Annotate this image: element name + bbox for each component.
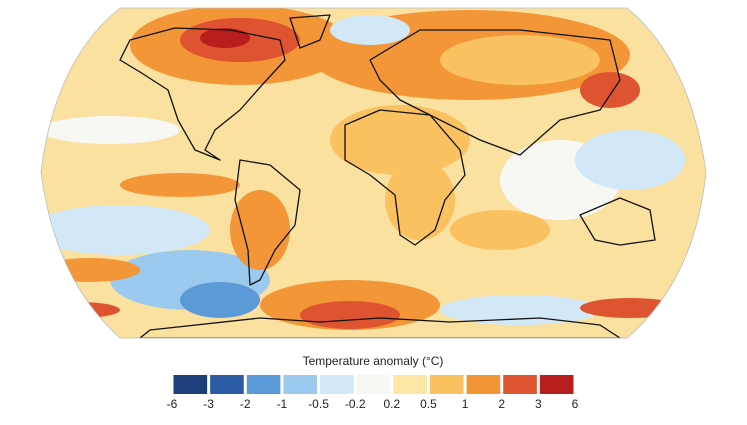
colorbar-tick-label: -2: [240, 397, 251, 411]
colorbar-tick-label: 6: [572, 397, 579, 411]
color-swatch: [466, 375, 501, 394]
colorbar-tick-label: -0.5: [308, 397, 329, 411]
map: [41, 8, 706, 338]
map-frame: [40, 7, 707, 339]
color-swatch: [246, 375, 281, 394]
colorbar-tick-label: 0.5: [420, 397, 437, 411]
color-swatch: [356, 375, 391, 394]
color-swatch: [539, 375, 574, 394]
colorbar-title: Temperature anomaly (°C): [303, 354, 444, 368]
colorbar-tick-label: 0.2: [383, 397, 400, 411]
colorbar: Temperature anomaly (°C) -6 -3 -2 -1 -0.5 -0.…: [167, 354, 579, 411]
colorbar-tick-label: -6: [167, 397, 178, 411]
colorbar-tick-label: 1: [462, 397, 469, 411]
color-swatch: [210, 375, 244, 394]
colorbar-tick-label: -0.2: [345, 397, 366, 411]
color-swatch: [320, 375, 354, 394]
colorbar-tick-label: 2: [498, 397, 505, 411]
color-swatch: [393, 375, 427, 394]
color-swatch: [173, 375, 208, 394]
color-swatch: [429, 375, 464, 394]
colorbar-tick-label: -1: [277, 397, 288, 411]
colorbar-tick-label: 3: [535, 397, 542, 411]
color-swatch: [283, 375, 318, 394]
colorbar-tick-label: -3: [203, 397, 214, 411]
color-swatch: [503, 375, 537, 394]
